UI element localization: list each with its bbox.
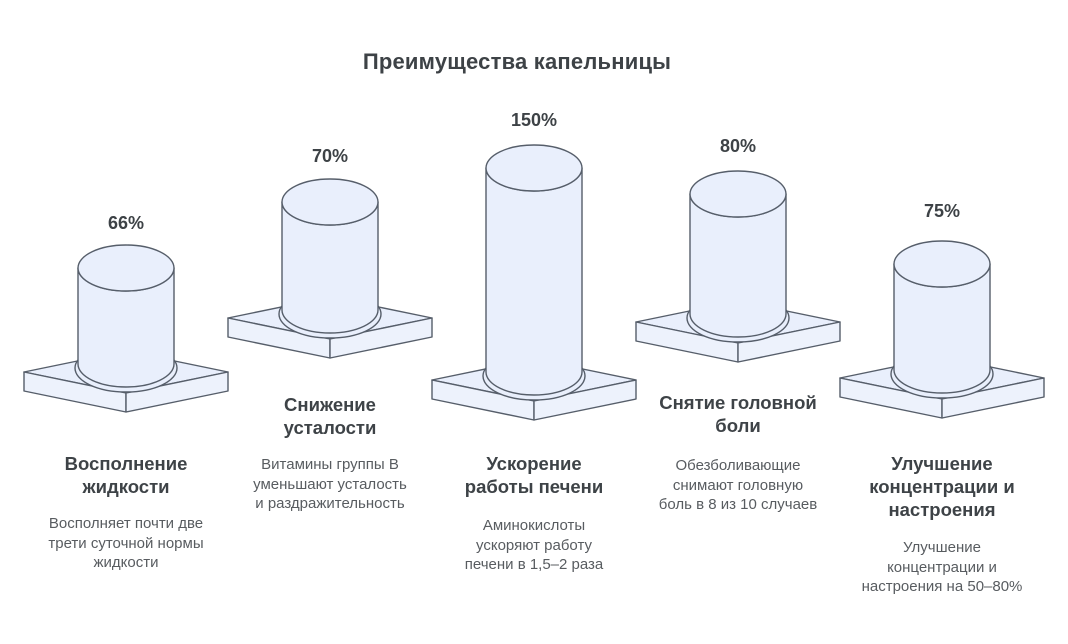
- chart-title: Преимущества капельницы: [362, 49, 672, 74]
- benefit-heading: Снятие головной боли: [659, 392, 817, 436]
- pedestal-cylinder-5: [839, 240, 1045, 419]
- value-label: 80%: [719, 136, 757, 156]
- benefit-description: Улучшение концентрации и настроения на 5…: [861, 539, 1023, 595]
- pedestal-cylinder-4: [635, 170, 841, 363]
- benefit-description: Восполняет почти две трети суточной норм…: [48, 515, 204, 571]
- benefit-heading: Ускорение работы печени: [464, 453, 604, 497]
- pedestal-cylinder-3: [431, 144, 637, 421]
- benefit-description: Обезболивающие снимают головную боль в 8…: [658, 457, 818, 513]
- benefit-description: Аминокислоты ускоряют работу печени в 1,…: [464, 517, 604, 573]
- value-label: 150%: [510, 110, 558, 130]
- benefit-heading: Восполнение жидкости: [64, 453, 188, 497]
- benefit-heading: Улучшение концентрации и настроения: [869, 453, 1015, 520]
- benefit-description: Витамины группы B уменьшают усталость и …: [253, 456, 407, 512]
- value-label: 70%: [311, 146, 349, 166]
- value-label: 66%: [107, 213, 145, 233]
- pedestal-cylinder-2: [227, 178, 433, 359]
- pedestal-cylinder-1: [23, 244, 229, 413]
- value-label: 75%: [923, 201, 961, 221]
- benefit-heading: Снижение усталости: [283, 394, 377, 438]
